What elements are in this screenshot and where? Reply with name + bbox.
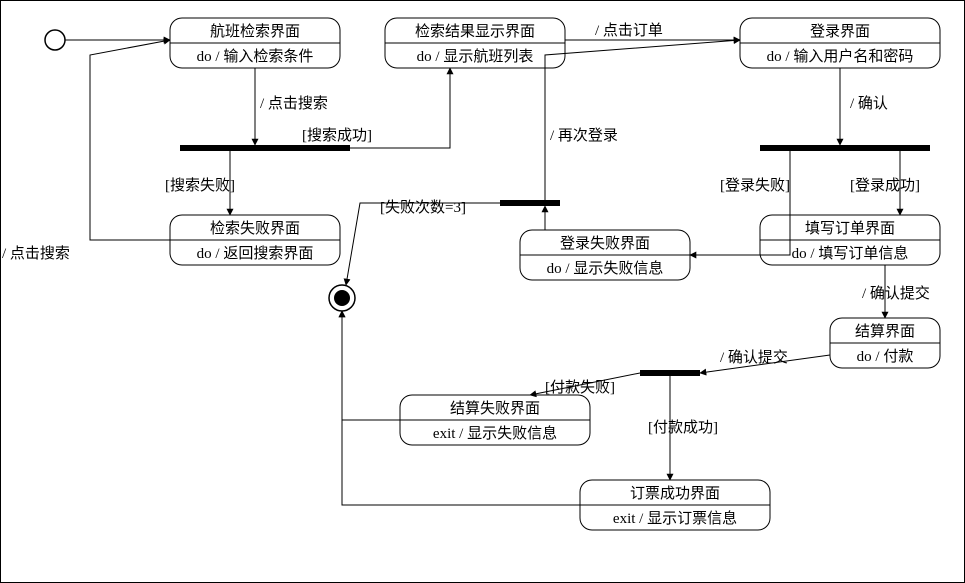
state-action: exit / 显示订票信息: [613, 510, 737, 527]
state-title: 结算界面: [855, 322, 915, 340]
label-confirm: / 确认: [850, 95, 888, 112]
state-search-result: 检索结果显示界面 do / 显示航班列表: [385, 18, 565, 68]
canvas-border: [1, 1, 965, 583]
state-title: 航班检索界面: [210, 23, 300, 40]
label-pay-ok: [付款成功]: [648, 419, 718, 436]
state-action: do / 显示失败信息: [547, 260, 664, 277]
label-click-order: / 点击订单: [595, 22, 663, 39]
bar-login: [760, 145, 930, 151]
state-title: 检索结果显示界面: [415, 23, 535, 40]
label-failcnt: [失败次数=3]: [380, 199, 466, 216]
bar-failcnt: [500, 200, 560, 206]
state-title: 结算失败界面: [450, 399, 540, 417]
state-login-fail: 登录失败界面 do / 显示失败信息: [520, 230, 690, 280]
state-search-fail: 检索失败界面 do / 返回搜索界面: [170, 215, 340, 265]
state-title: 登录失败界面: [560, 235, 650, 252]
state-title: 检索失败界面: [210, 220, 300, 237]
label-search-fail: [搜索失败]: [165, 177, 235, 194]
final-state: [329, 285, 355, 311]
label-click-search2: / 点击搜索: [2, 245, 70, 262]
state-action: do / 返回搜索界面: [197, 245, 314, 262]
state-booking-success: 订票成功界面 exit / 显示订票信息: [580, 480, 770, 530]
edge-s4-s1: [90, 40, 170, 240]
label-login-ok: [登录成功]: [850, 177, 920, 194]
label-confirm-submit1: / 确认提交: [862, 284, 930, 302]
state-title: 登录界面: [810, 23, 870, 40]
label-relogin: / 再次登录: [550, 127, 618, 144]
initial-state: [45, 30, 65, 50]
label-search-ok: [搜索成功]: [302, 127, 372, 144]
edge-s8-final: [342, 311, 400, 420]
bar-pay: [640, 370, 700, 376]
state-action: do / 显示航班列表: [417, 48, 534, 65]
state-login: 登录界面 do / 输入用户名和密码: [740, 18, 940, 68]
state-action: do / 填写订单信息: [792, 245, 909, 262]
state-settlement: 结算界面 do / 付款: [830, 318, 940, 368]
state-flight-search: 航班检索界面 do / 输入检索条件: [170, 18, 340, 68]
edge-barfail-s3: [545, 40, 740, 200]
label-login-fail: [登录失败]: [720, 177, 790, 194]
state-diagram: 航班检索界面 do / 输入检索条件 检索结果显示界面 do / 显示航班列表 …: [0, 0, 965, 583]
state-action: do / 付款: [857, 348, 914, 365]
state-title: 订票成功界面: [630, 485, 720, 502]
label-confirm-submit2: / 确认提交: [720, 348, 788, 366]
state-action: do / 输入用户名和密码: [767, 48, 914, 65]
state-action: exit / 显示失败信息: [433, 425, 557, 442]
label-pay-fail: [付款失败]: [545, 379, 615, 396]
state-order-form: 填写订单界面 do / 填写订单信息: [760, 215, 940, 265]
bar-search: [180, 145, 350, 151]
label-click-search1: / 点击搜索: [260, 95, 328, 112]
state-settle-fail: 结算失败界面 exit / 显示失败信息: [400, 395, 590, 445]
state-action: do / 输入检索条件: [197, 48, 314, 65]
state-title: 填写订单界面: [805, 220, 895, 237]
